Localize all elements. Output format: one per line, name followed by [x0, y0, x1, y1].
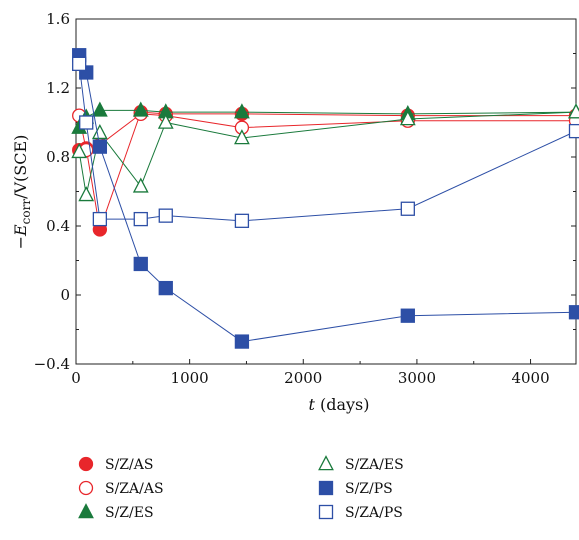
- x-tick-label: 0: [71, 369, 81, 387]
- legend-item: S/Z/PS: [318, 480, 393, 497]
- y-tick-label: 0: [60, 286, 70, 304]
- y-axis-title-var: −E: [11, 224, 30, 249]
- data-point: [157, 113, 174, 129]
- data-point: [234, 334, 250, 349]
- legend-marker: [318, 480, 334, 496]
- y-tick-label: 1.2: [46, 79, 70, 97]
- data-point: [133, 211, 148, 227]
- legend-item: S/Z/AS: [78, 456, 153, 473]
- data-point: [568, 305, 579, 320]
- x-axis-title-unit: (days): [315, 395, 370, 414]
- series-line: [79, 111, 576, 230]
- legend-marker: [318, 504, 334, 520]
- x-axis: 0 1000 2000 3000 4000: [71, 359, 550, 387]
- x-axis-title: t (days): [308, 395, 369, 414]
- data-point: [158, 280, 173, 296]
- legend-label: S/Z/AS: [105, 457, 153, 473]
- legend-item: S/Z/ES: [78, 503, 154, 521]
- y-tick-label: 1.6: [46, 10, 70, 28]
- data-point: [400, 201, 415, 216]
- data-point: [400, 308, 415, 323]
- series-layer: [71, 48, 579, 349]
- data-point: [92, 139, 108, 154]
- legend-item: S/ZA/AS: [78, 480, 164, 497]
- legend-marker: [78, 456, 94, 472]
- y-axis-title: −Ecorr/V(SCE): [11, 135, 33, 250]
- x-tick-label: 3000: [398, 369, 436, 387]
- series-s-z-as: [72, 105, 579, 237]
- legend: S/Z/AS S/ZA/AS S/Z/ES S/ZA/ES S/Z/PS S/ZA/PS: [78, 455, 404, 521]
- plot-frame: [75, 18, 577, 365]
- y-tick-label: −0.4: [34, 355, 70, 373]
- series-s-z-ps: [72, 48, 579, 349]
- series-s-za-es: [71, 103, 579, 202]
- legend-marker: [78, 480, 94, 496]
- y-axis: −0.4 0 0.4 0.8 1.2 1.6: [34, 10, 576, 373]
- plot-area: 0 1000 2000 3000 4000 −0.400.40.81.21.6: [34, 10, 579, 387]
- legend-marker: [318, 455, 334, 471]
- legend-label: S/Z/ES: [105, 505, 154, 521]
- data-point: [132, 101, 149, 117]
- data-point: [234, 103, 250, 119]
- y-axis-title-unit: /V(SCE): [11, 135, 30, 199]
- data-point: [71, 142, 88, 159]
- series-line: [78, 113, 576, 151]
- series-s-za-ps: [72, 56, 579, 228]
- y-axis-title-sub: corr: [19, 199, 33, 225]
- series-line: [78, 63, 577, 222]
- data-point: [158, 208, 173, 223]
- x-axis-title-var: t: [308, 395, 315, 414]
- series-line: [78, 111, 577, 196]
- data-point: [133, 256, 148, 272]
- data-point: [92, 211, 108, 227]
- x-tick-label: 4000: [511, 369, 549, 387]
- series-line: [78, 55, 577, 343]
- data-point: [72, 56, 87, 71]
- y-tick-label: 0.4: [46, 217, 70, 235]
- legend-label: S/Z/PS: [345, 481, 393, 497]
- legend-label: S/ZA/ES: [345, 457, 404, 473]
- data-point: [234, 129, 250, 145]
- data-point: [132, 177, 149, 193]
- data-point: [234, 213, 250, 228]
- data-point: [91, 101, 108, 117]
- data-point: [399, 110, 416, 126]
- legend-item: S/ZA/ES: [318, 455, 404, 473]
- x-tick-label: 2000: [284, 369, 322, 387]
- legend-label: S/ZA/PS: [345, 505, 403, 521]
- x-tick-label: 1000: [171, 369, 209, 387]
- data-point: [568, 123, 579, 139]
- legend-marker: [78, 503, 94, 519]
- legend-label: S/ZA/AS: [105, 481, 164, 497]
- data-point: [91, 123, 108, 140]
- y-tick-label: 0.8: [46, 148, 70, 166]
- data-point: [568, 103, 579, 119]
- data-point: [79, 115, 94, 130]
- legend-item: S/ZA/PS: [318, 504, 403, 521]
- data-point: [78, 186, 95, 202]
